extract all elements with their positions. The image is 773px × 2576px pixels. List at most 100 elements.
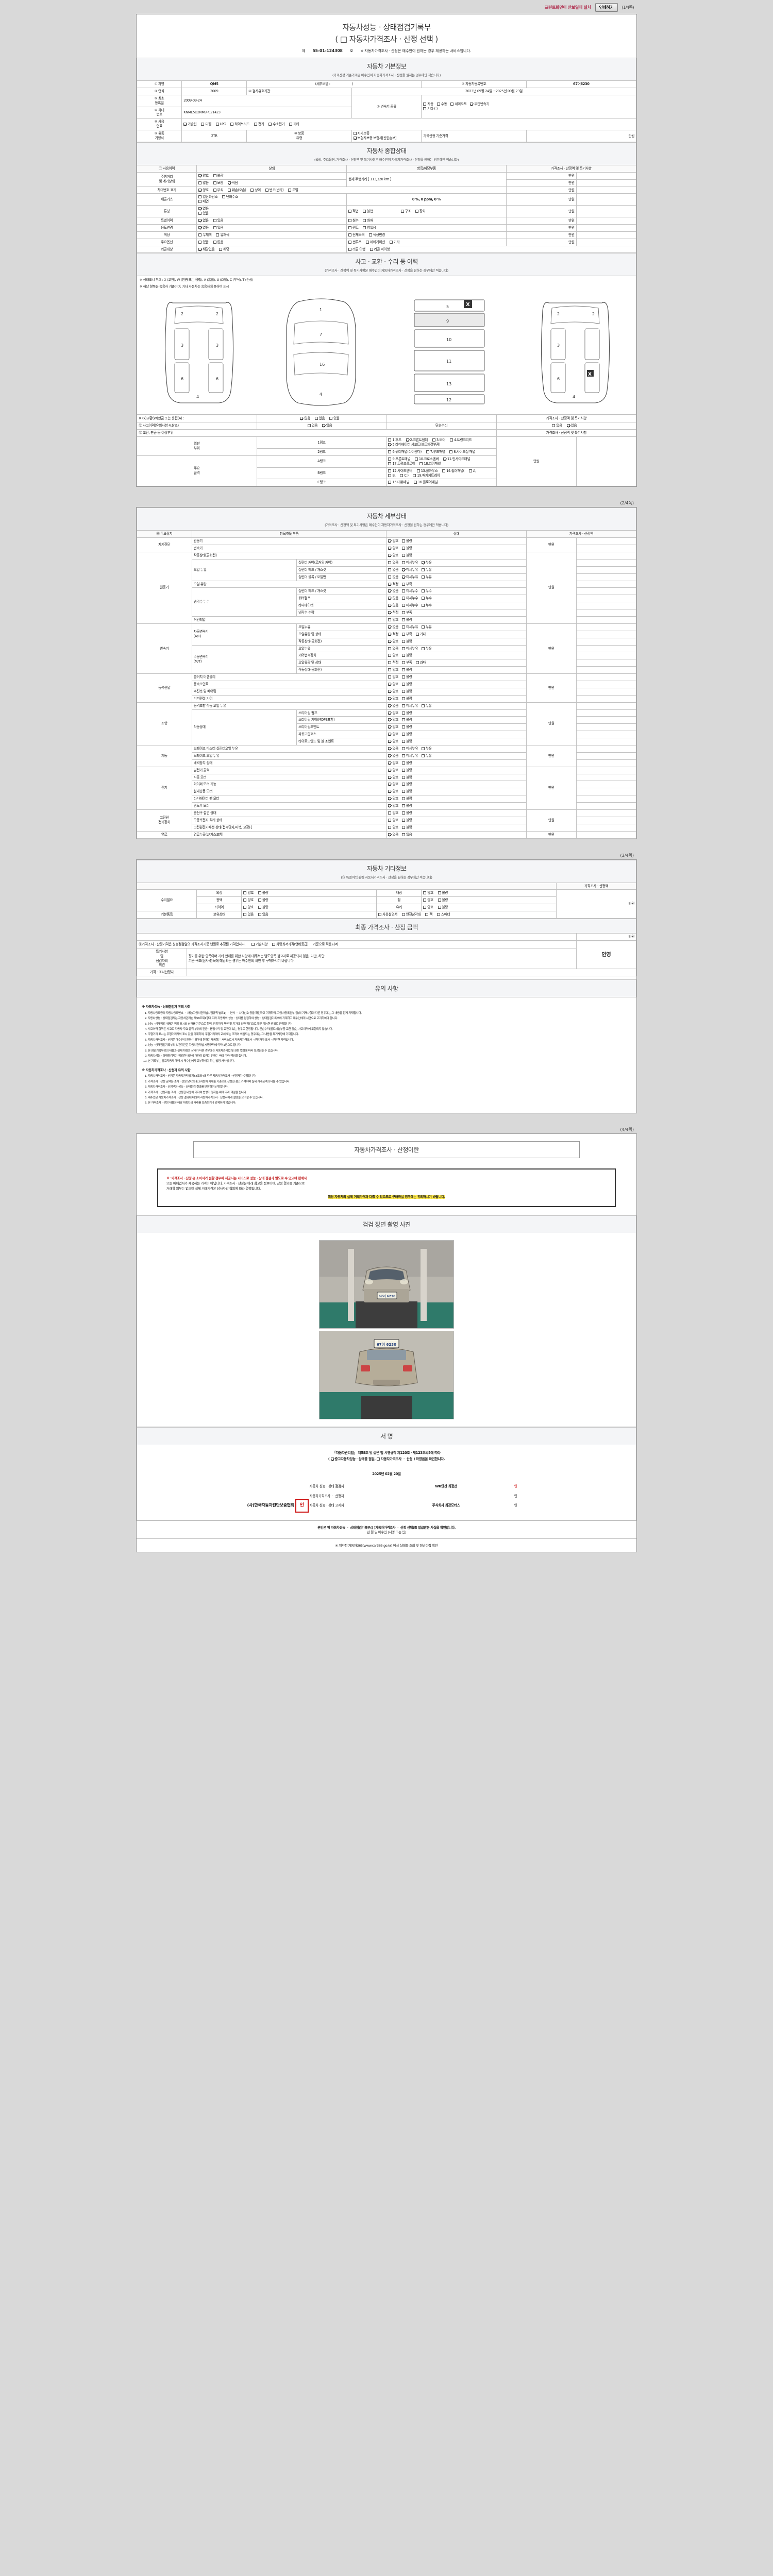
vin-opt-good[interactable]: 양호 (198, 188, 209, 193)
etc-tire-good[interactable]: 양호 (243, 905, 254, 910)
checkbox-detail-option[interactable] (402, 654, 406, 657)
checkbox-detail-option[interactable] (402, 733, 406, 736)
mileage-remark-1[interactable] (576, 172, 637, 180)
detail-option[interactable]: 양호 (388, 539, 398, 544)
part-opt-floorpanel[interactable]: 16.플로어패널 (413, 480, 438, 485)
detail-remark[interactable] (576, 587, 637, 596)
detail-option[interactable]: 미세누수 (402, 603, 418, 608)
detail-option[interactable]: 불량 (402, 675, 412, 680)
checkbox-part-radiatorsupport[interactable] (388, 443, 392, 447)
detail-option[interactable]: 양호 (388, 697, 398, 701)
checkbox-detail-option[interactable] (422, 747, 425, 750)
checkbox-detail-option[interactable] (402, 833, 406, 836)
detail-option[interactable]: 없음 (388, 603, 398, 608)
checkbox-mileage-many[interactable] (198, 181, 202, 184)
part-opt-sidemember[interactable]: 12.사이드멤버 (388, 469, 412, 473)
checkbox-color-changed[interactable] (368, 233, 372, 236)
mileage-opt-few[interactable]: 적음 (227, 181, 238, 185)
checkbox-color-achromatic[interactable] (198, 233, 202, 236)
detail-option[interactable]: 양호 (388, 711, 398, 716)
detail-remark[interactable] (576, 637, 637, 646)
checkbox-performance-inspection[interactable] (330, 1458, 334, 1461)
detail-option[interactable]: 불량 (402, 711, 412, 716)
checkbox-detail-option[interactable] (388, 568, 392, 571)
checkbox-simple-none[interactable] (552, 424, 556, 428)
checkbox-detail-option[interactable] (402, 704, 406, 707)
checkbox-etc-holding-yes[interactable] (258, 913, 261, 917)
mainoption-opt-yes[interactable]: 있음 (198, 240, 209, 245)
checkbox-accident-none[interactable] (307, 424, 311, 428)
checkbox-tuning-device[interactable] (415, 209, 418, 213)
detail-option[interactable]: 양호 (388, 811, 398, 816)
detail-remark[interactable] (576, 666, 637, 674)
etc-polish-bad[interactable]: 불량 (258, 898, 268, 903)
checkbox-detail-option[interactable] (388, 725, 392, 729)
checkbox-detail-option[interactable] (402, 618, 406, 621)
checkbox-detail-option[interactable] (402, 775, 406, 779)
detail-option[interactable]: 양호 (388, 825, 398, 830)
detail-option[interactable]: 누유 (422, 568, 432, 572)
detail-remark[interactable] (576, 766, 637, 774)
mileage-opt-many[interactable]: 많음 (198, 181, 209, 185)
detail-remark[interactable] (576, 537, 637, 546)
detail-remark[interactable] (576, 823, 637, 832)
recall-opt-applicable[interactable]: 해당 (219, 247, 229, 252)
checkbox-detail-option[interactable] (402, 575, 406, 579)
detail-option[interactable]: 없음 (388, 568, 398, 572)
detail-remark[interactable] (576, 716, 637, 724)
checkbox-detail-option[interactable] (422, 625, 425, 629)
detail-remark[interactable] (576, 816, 637, 824)
detail-remark[interactable] (576, 551, 637, 560)
checkbox-etc-exterior-bad[interactable] (258, 891, 261, 895)
detail-option[interactable]: 미세누유 (402, 647, 418, 651)
checkbox-detail-option[interactable] (388, 704, 392, 707)
detail-option[interactable]: 양호 (388, 689, 398, 694)
etc-holding-none[interactable]: 없음 (243, 912, 254, 917)
detail-option[interactable]: 불량 (402, 732, 412, 737)
checkbox-legend-yes[interactable] (329, 417, 333, 420)
detail-option[interactable]: 불량 (402, 553, 412, 558)
checkbox-part-quarterpanel[interactable] (388, 450, 392, 453)
detail-remark[interactable] (576, 831, 637, 839)
accident-opt-none[interactable]: 없음 (307, 423, 317, 428)
detail-option[interactable]: 불량 (402, 682, 412, 687)
checkbox-special-flood[interactable] (348, 219, 351, 223)
checkbox-mainoption-navigation[interactable] (366, 240, 369, 244)
checkbox-etc-interior-bad[interactable] (438, 891, 441, 895)
checkbox-detail-option[interactable] (422, 589, 425, 593)
detail-remark[interactable] (576, 738, 637, 745)
checkbox-detail-option[interactable] (402, 811, 406, 815)
detail-option[interactable]: 미세누수 (402, 596, 418, 601)
detail-remark[interactable] (576, 609, 637, 617)
detail-remark[interactable] (576, 687, 637, 696)
checkbox-detail-option[interactable] (402, 747, 406, 750)
detail-option[interactable]: 불량 (402, 639, 412, 644)
checkbox-recall-notdone[interactable] (369, 247, 373, 251)
checkbox-detail-option[interactable] (402, 604, 406, 607)
checkbox-special-none[interactable] (198, 219, 202, 223)
detail-remark[interactable] (576, 630, 637, 638)
detail-option[interactable]: 불량 (402, 804, 412, 808)
part-opt-hood[interactable]: 1.후드 (388, 438, 401, 443)
part-opt-crossmember[interactable]: 10.크로스멤버 (414, 457, 439, 462)
checkbox-detail-option[interactable] (422, 704, 425, 707)
etc-holding-yes[interactable]: 있음 (258, 912, 268, 917)
emission-opt-co[interactable]: 일산화탄소 (198, 195, 217, 199)
checkbox-detail-option[interactable] (388, 575, 392, 579)
warranty-opt-insurer[interactable]: 보험사보증 보험사[신한손보] (353, 136, 397, 141)
detail-remark[interactable] (576, 573, 637, 581)
color-opt-fullpaint[interactable]: 전체도색 (348, 233, 364, 238)
checkbox-detail-option[interactable] (388, 675, 392, 679)
checkbox-detail-option[interactable] (402, 697, 406, 700)
checkbox-detail-option[interactable] (388, 625, 392, 629)
checkbox-etc-item-jack[interactable] (425, 913, 429, 917)
detail-option[interactable]: 없음 (388, 596, 398, 601)
checkbox-etc-wheel-good[interactable] (423, 899, 427, 902)
checkbox-detail-option[interactable] (402, 790, 406, 793)
color-opt-achromatic[interactable]: 무채색 (198, 233, 212, 238)
detail-option[interactable]: 양호 (388, 546, 398, 551)
checkbox-usechange-commercial[interactable] (363, 226, 366, 229)
checkbox-vin-good[interactable] (198, 188, 202, 192)
detail-remark[interactable] (576, 566, 637, 574)
detail-remark[interactable] (576, 595, 637, 603)
